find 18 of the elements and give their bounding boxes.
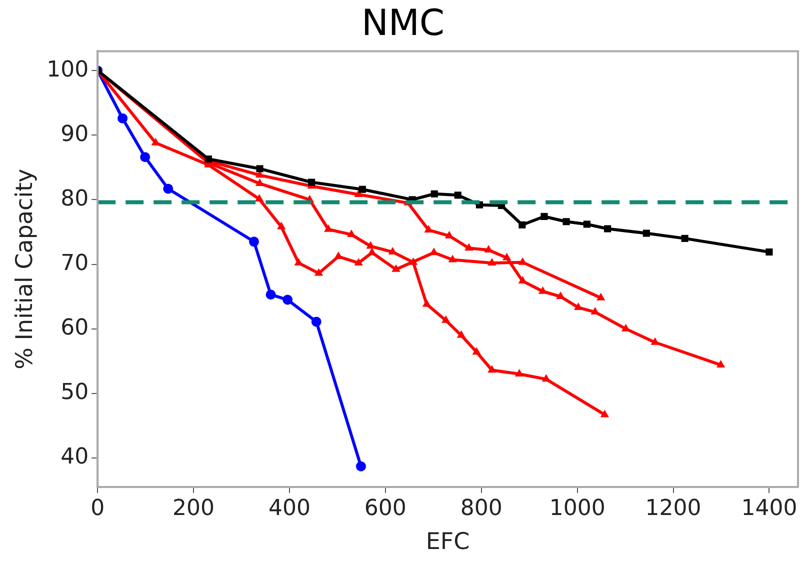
x-tick-label: 0 bbox=[90, 496, 105, 521]
y-tick-label: 40 bbox=[60, 444, 89, 470]
y-axis-title: % Initial Capacity bbox=[12, 168, 38, 370]
x-tick-label: 800 bbox=[460, 496, 502, 521]
x-axis-title: EFC bbox=[426, 529, 470, 556]
y-tick-label: 50 bbox=[60, 380, 89, 406]
x-tick-label: 1000 bbox=[549, 496, 606, 521]
chart-title: NMC bbox=[361, 2, 445, 44]
y-tick-label: 90 bbox=[60, 122, 89, 147]
x-tick-label: 600 bbox=[364, 496, 406, 521]
x-tick-label: 1400 bbox=[741, 496, 798, 521]
y-tick-label: 100 bbox=[46, 57, 89, 82]
x-tick-label: 1200 bbox=[645, 496, 702, 521]
y-tick-label: 80 bbox=[60, 186, 89, 212]
x-tick-label: 200 bbox=[172, 496, 215, 521]
y-tick-label: 70 bbox=[60, 250, 89, 276]
x-tick-label: 400 bbox=[268, 496, 310, 521]
y-tick-label: 60 bbox=[60, 316, 89, 341]
